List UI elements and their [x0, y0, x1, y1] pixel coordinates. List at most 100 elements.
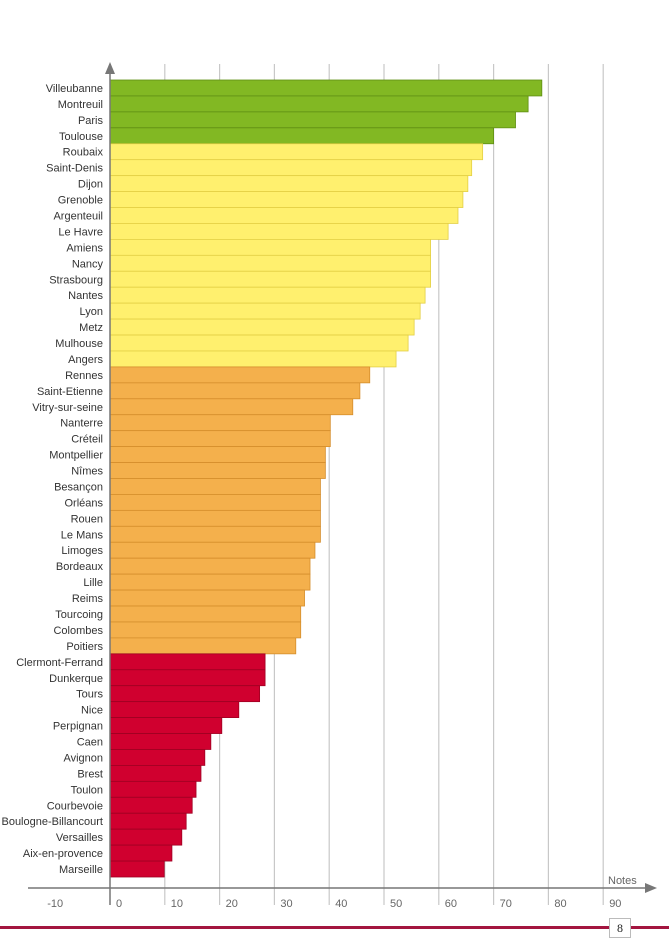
category-label: Avignon	[63, 752, 103, 764]
x-tick-label: 10	[171, 898, 183, 910]
bar	[109, 541, 316, 559]
bar	[109, 79, 543, 97]
bar	[109, 270, 431, 288]
bar	[109, 143, 484, 161]
bar	[109, 860, 165, 878]
y-axis-arrow-icon	[105, 62, 115, 74]
category-label: Reims	[72, 593, 104, 605]
category-label: Le Havre	[58, 226, 103, 238]
category-label: Grenoble	[58, 195, 103, 207]
category-label: Aix-en-provence	[23, 848, 103, 860]
category-label: Mulhouse	[55, 338, 103, 350]
bar	[109, 462, 326, 479]
bar	[109, 637, 297, 655]
footer-line	[0, 926, 669, 929]
x-tick-label: -10	[47, 898, 63, 910]
category-label: Boulogne-Billancourt	[1, 816, 103, 828]
category-label: Nice	[81, 705, 103, 717]
category-label: Courbevoie	[47, 800, 103, 812]
x-axis-label: Notes	[608, 875, 637, 887]
bar	[109, 494, 321, 511]
bar	[109, 844, 173, 862]
bar	[109, 398, 354, 416]
bar	[109, 334, 409, 352]
category-label: Metz	[79, 322, 103, 334]
x-tick-label: 50	[390, 898, 402, 910]
category-label: Nanterre	[60, 418, 103, 430]
bar	[109, 812, 187, 830]
category-label: Lyon	[80, 306, 103, 318]
category-label: Rennes	[65, 370, 103, 382]
bar	[109, 573, 311, 591]
category-label: Strasbourg	[49, 274, 103, 286]
x-tick-labels: -10 0 10 20 30 40 50 60 70 80 90	[47, 898, 621, 910]
category-label: Colombes	[53, 625, 103, 637]
category-label: Marseille	[59, 864, 103, 876]
bar	[109, 780, 197, 798]
category-label: Angers	[68, 354, 103, 366]
category-label: Perpignan	[53, 721, 103, 733]
bar	[109, 653, 266, 671]
bar	[109, 191, 464, 208]
bar	[109, 478, 321, 495]
category-label: Créteil	[71, 434, 103, 446]
bar	[109, 350, 397, 368]
category-label: Nantes	[68, 290, 103, 302]
x-tick-label: 0	[116, 898, 122, 910]
category-label: Amiens	[66, 242, 103, 254]
bar	[109, 717, 223, 734]
bar	[109, 223, 449, 240]
x-axis-arrow-icon	[645, 883, 657, 893]
bar	[109, 749, 206, 766]
category-label: Poitiers	[66, 641, 103, 653]
category-label: Montpellier	[49, 450, 103, 462]
bar	[109, 828, 183, 846]
x-tick-label: 80	[554, 898, 566, 910]
bar	[109, 525, 321, 543]
bar	[109, 159, 473, 177]
bar	[109, 701, 240, 718]
bar	[109, 254, 431, 272]
category-label: Bordeaux	[56, 561, 104, 573]
bar	[109, 382, 361, 400]
category-label: Clermont-Ferrand	[16, 657, 103, 669]
x-tick-label: 40	[335, 898, 347, 910]
bar	[109, 127, 495, 145]
bar	[109, 509, 321, 527]
x-tick-label: 20	[226, 898, 238, 910]
category-labels: Villeubanne Montreuil Paris Toulouse Roubaix…	[1, 83, 103, 876]
bar	[109, 366, 371, 384]
category-label: Argenteuil	[53, 210, 103, 222]
bar	[109, 207, 459, 224]
bar	[109, 589, 305, 607]
bar	[109, 414, 331, 432]
bar	[109, 685, 261, 703]
category-label: Roubaix	[63, 147, 104, 159]
bar	[109, 175, 469, 192]
category-label: Montreuil	[58, 99, 103, 111]
category-label: Limoges	[61, 545, 103, 557]
bar	[109, 286, 426, 304]
category-label: Paris	[78, 115, 104, 127]
category-label: Tours	[76, 689, 103, 701]
category-label: Vitry-sur-seine	[32, 402, 103, 414]
category-label: Besançon	[54, 481, 103, 493]
category-label: Le Mans	[61, 529, 104, 541]
bar	[109, 557, 311, 575]
category-label: Nîmes	[71, 466, 103, 478]
bar	[109, 733, 212, 750]
category-label: Toulon	[71, 784, 103, 796]
category-label: Nancy	[72, 258, 104, 270]
category-label: Saint-Denis	[46, 163, 103, 175]
category-label: Caen	[77, 737, 103, 749]
category-label: Villeubanne	[46, 83, 103, 95]
x-tick-label: 30	[280, 898, 292, 910]
category-label: Orléans	[64, 497, 103, 509]
bar	[109, 765, 202, 782]
axes: Notes	[28, 62, 657, 905]
bars	[109, 79, 543, 878]
page-number: 8	[609, 918, 631, 938]
category-label: Versailles	[56, 832, 104, 844]
category-label: Lille	[83, 577, 103, 589]
